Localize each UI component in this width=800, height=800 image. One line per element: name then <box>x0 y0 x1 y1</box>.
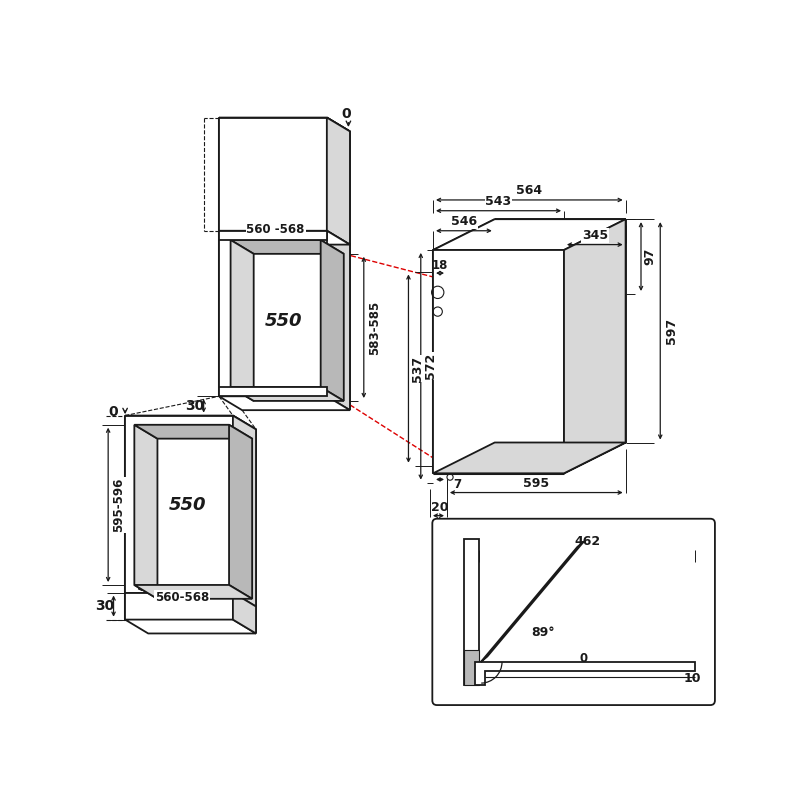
Polygon shape <box>125 593 233 619</box>
Polygon shape <box>564 219 626 474</box>
Polygon shape <box>230 240 344 254</box>
Text: 595-596: 595-596 <box>113 478 126 532</box>
Text: 0: 0 <box>109 405 118 418</box>
Polygon shape <box>233 593 256 634</box>
Polygon shape <box>219 118 350 131</box>
Polygon shape <box>219 230 327 240</box>
Polygon shape <box>134 585 252 599</box>
Polygon shape <box>134 425 158 599</box>
Text: 537: 537 <box>411 355 424 382</box>
Polygon shape <box>219 396 350 410</box>
Polygon shape <box>125 415 233 593</box>
Text: 7: 7 <box>454 478 462 490</box>
Text: 30: 30 <box>94 599 114 613</box>
Polygon shape <box>230 387 344 401</box>
Text: 597: 597 <box>666 318 678 344</box>
Text: 0: 0 <box>342 106 351 121</box>
Polygon shape <box>481 542 584 662</box>
Polygon shape <box>321 240 344 401</box>
Text: 97: 97 <box>644 248 657 266</box>
Text: 543: 543 <box>486 195 512 208</box>
Polygon shape <box>464 538 479 685</box>
Polygon shape <box>475 662 695 685</box>
Polygon shape <box>134 425 252 438</box>
Polygon shape <box>464 650 479 685</box>
Polygon shape <box>219 230 350 245</box>
Text: 89°: 89° <box>531 626 554 639</box>
Text: 462: 462 <box>574 534 600 547</box>
Text: 546: 546 <box>451 215 477 228</box>
Polygon shape <box>327 230 350 410</box>
Text: 595: 595 <box>523 477 550 490</box>
Text: 20: 20 <box>430 502 448 514</box>
Polygon shape <box>327 118 350 245</box>
Text: 572: 572 <box>423 353 437 379</box>
Text: 18: 18 <box>432 259 448 272</box>
Polygon shape <box>229 425 252 599</box>
Polygon shape <box>219 387 327 396</box>
Text: 10: 10 <box>683 672 701 686</box>
Polygon shape <box>125 619 256 634</box>
Text: 0: 0 <box>579 652 587 666</box>
Text: 550: 550 <box>169 496 206 514</box>
Text: 564: 564 <box>516 184 542 198</box>
Polygon shape <box>230 240 254 401</box>
Text: 30: 30 <box>185 399 204 413</box>
FancyBboxPatch shape <box>432 518 715 705</box>
Text: 583-585: 583-585 <box>368 300 381 354</box>
Polygon shape <box>433 250 564 474</box>
Polygon shape <box>233 415 256 606</box>
Text: 560 -568: 560 -568 <box>246 222 305 236</box>
Polygon shape <box>433 442 626 474</box>
Text: 560-568: 560-568 <box>154 590 209 604</box>
Polygon shape <box>219 118 327 230</box>
Text: 345: 345 <box>582 229 608 242</box>
Polygon shape <box>125 415 256 430</box>
Polygon shape <box>321 230 327 396</box>
Text: 550: 550 <box>265 312 302 330</box>
Polygon shape <box>433 219 626 250</box>
Polygon shape <box>219 230 230 396</box>
